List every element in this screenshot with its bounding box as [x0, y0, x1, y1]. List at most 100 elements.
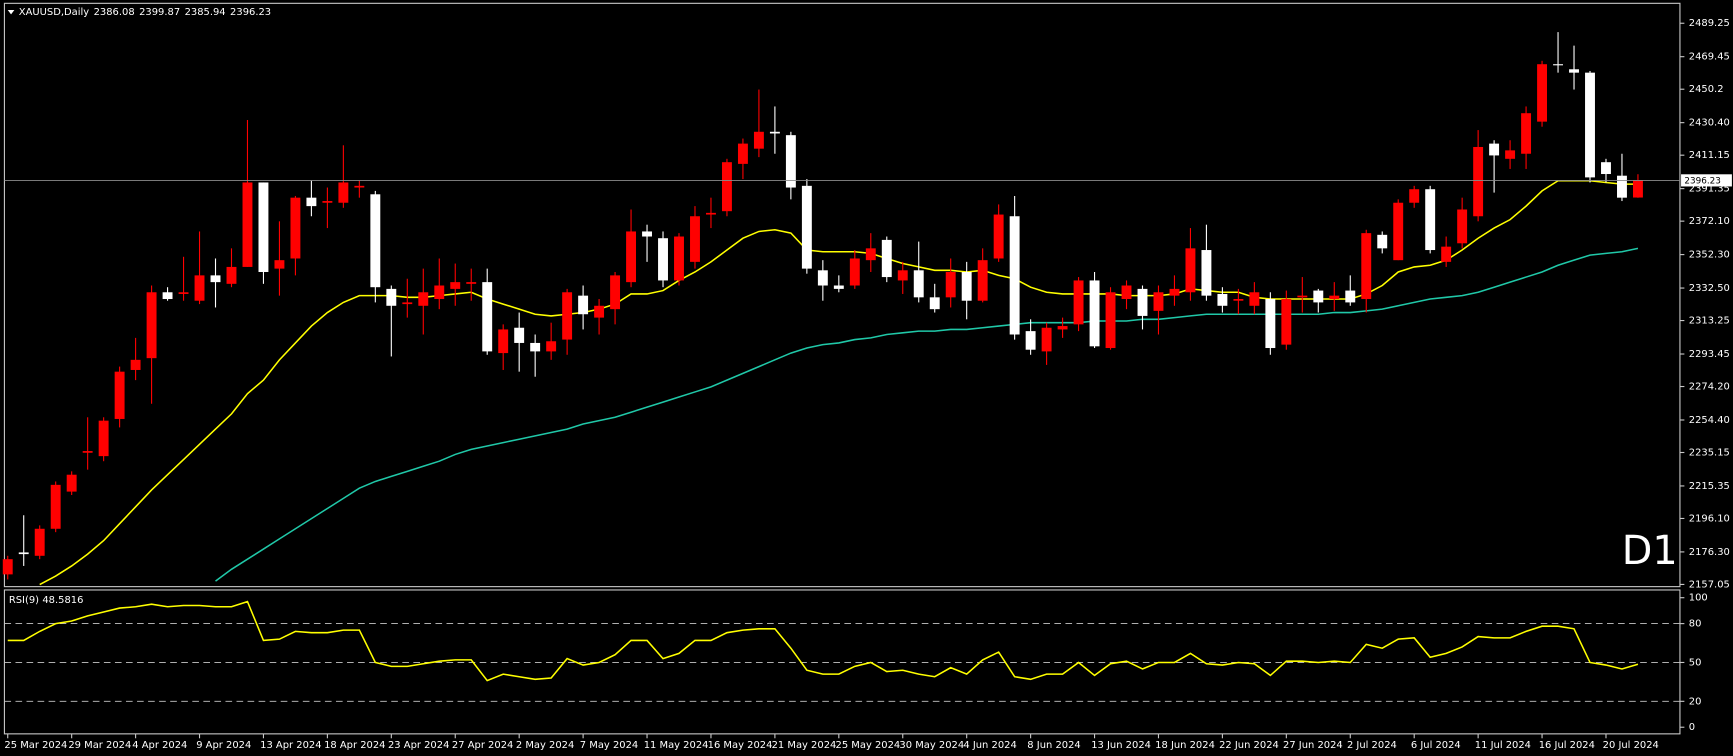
candle-body — [1009, 216, 1020, 335]
menu-arrow[interactable] — [7, 9, 15, 15]
y-tick-label: 2352.30 — [1689, 250, 1730, 261]
candle-body — [865, 248, 876, 261]
candle-body — [1089, 280, 1100, 347]
candle-body — [1041, 327, 1052, 352]
price-tag-bg — [1681, 174, 1732, 187]
candle-body — [1265, 299, 1276, 349]
x-tick-label: 4 Jun 2024 — [963, 740, 1016, 751]
candle-body — [98, 420, 109, 457]
candle-body — [706, 212, 716, 215]
open-value: 2386.08 — [94, 7, 135, 18]
candle-body — [1185, 248, 1196, 293]
candle-body — [114, 371, 125, 419]
rsi-value: 48.5816 — [42, 595, 83, 606]
y-tick-label: 2157.05 — [1689, 579, 1730, 590]
candle-body — [721, 162, 732, 212]
candle-body — [578, 295, 589, 315]
candle-body — [50, 484, 61, 529]
y-tick-label: 100 — [1689, 593, 1708, 604]
candle-body — [1057, 326, 1068, 330]
candle-body — [18, 552, 29, 555]
candle-body — [498, 329, 509, 354]
rsi-line — [7, 600, 1639, 682]
candle-body — [1249, 292, 1260, 306]
x-tick-label: 16 May 2024 — [708, 740, 773, 751]
y-tick-label: 20 — [1689, 696, 1702, 707]
candle-body — [658, 238, 668, 281]
candle-body — [242, 182, 253, 267]
candle-body — [34, 528, 45, 556]
candle-body — [945, 271, 956, 298]
x-tick-label: 21 May 2024 — [772, 740, 837, 751]
y-tick-label: 2215.35 — [1689, 481, 1730, 492]
candle-body — [514, 327, 525, 343]
candle-body — [354, 185, 365, 188]
y-tick-label: 2313.25 — [1689, 316, 1730, 327]
x-tick-label: 11 Jul 2024 — [1475, 740, 1531, 751]
candle-body — [418, 292, 429, 306]
x-tick-label: 9 Apr 2024 — [196, 740, 251, 751]
y-tick-label: 2391.35 — [1689, 184, 1730, 195]
low-value: 2385.94 — [185, 7, 226, 18]
candle-body — [1361, 233, 1372, 300]
candle-body — [546, 341, 557, 352]
candle-body — [194, 275, 205, 301]
candle-body — [913, 270, 924, 298]
candle-body — [450, 282, 461, 289]
candle-body — [849, 258, 860, 286]
candle-body — [737, 143, 748, 164]
x-tick-label: 6 Jul 2024 — [1411, 740, 1461, 751]
y-tick-label: 2332.50 — [1689, 283, 1730, 294]
candle-body — [1121, 285, 1132, 300]
candle-body — [562, 292, 573, 340]
candle-body — [226, 266, 237, 284]
close-value: 2396.23 — [230, 7, 271, 18]
candle-body — [594, 305, 605, 318]
moving-average — [39, 180, 1638, 586]
x-tick-label: 16 Jul 2024 — [1539, 740, 1595, 751]
candle-body — [1169, 288, 1180, 296]
candle-body — [993, 214, 1004, 259]
candle-body — [482, 282, 493, 352]
candle-body — [690, 216, 700, 262]
y-tick-label: 2489.25 — [1689, 18, 1730, 29]
timeframe-label: D1 — [1622, 528, 1678, 574]
candle-body — [833, 285, 844, 289]
candle-body — [881, 239, 892, 278]
y-tick-label: 2176.30 — [1689, 547, 1730, 558]
y-tick-label: 2430.40 — [1689, 118, 1730, 129]
chart-header: XAUUSD,Daily 2386.08 2399.87 2385.94 2396.23 — [19, 7, 271, 18]
x-tick-label: 7 May 2024 — [580, 740, 638, 751]
candle-body — [322, 201, 333, 203]
candle-body — [1553, 64, 1563, 66]
x-tick-label: 2 Jul 2024 — [1347, 740, 1397, 751]
candle-body — [1201, 250, 1212, 296]
candle-body — [977, 260, 988, 301]
candle-body — [66, 474, 77, 492]
x-tick-label: 27 Apr 2024 — [452, 740, 513, 751]
rsi-header: RSI(9) 48.5816 — [9, 595, 84, 606]
rsi-name: RSI(9) — [9, 595, 39, 606]
candle-body — [1457, 209, 1468, 244]
candle-body — [801, 185, 812, 269]
candle-body — [1521, 113, 1532, 154]
candle-body — [386, 288, 397, 306]
x-tick-label: 18 Apr 2024 — [324, 740, 385, 751]
candle-body — [258, 182, 269, 272]
candle-body — [178, 292, 189, 294]
y-tick-label: 0 — [1689, 722, 1695, 733]
x-tick-label: 22 Jun 2024 — [1219, 740, 1279, 751]
candle-body — [769, 131, 780, 134]
candle-body — [961, 271, 972, 301]
price-tag: 2396.23 — [1684, 176, 1720, 186]
candle-body — [130, 359, 141, 370]
candle-body — [306, 197, 317, 207]
candle-body — [1025, 331, 1036, 350]
candle-body — [626, 231, 637, 283]
symbol: XAUUSD,Daily — [19, 7, 89, 18]
moving-average — [215, 247, 1639, 582]
candle-body — [466, 282, 477, 284]
candle-body — [290, 197, 301, 259]
candle-body — [1073, 280, 1084, 325]
